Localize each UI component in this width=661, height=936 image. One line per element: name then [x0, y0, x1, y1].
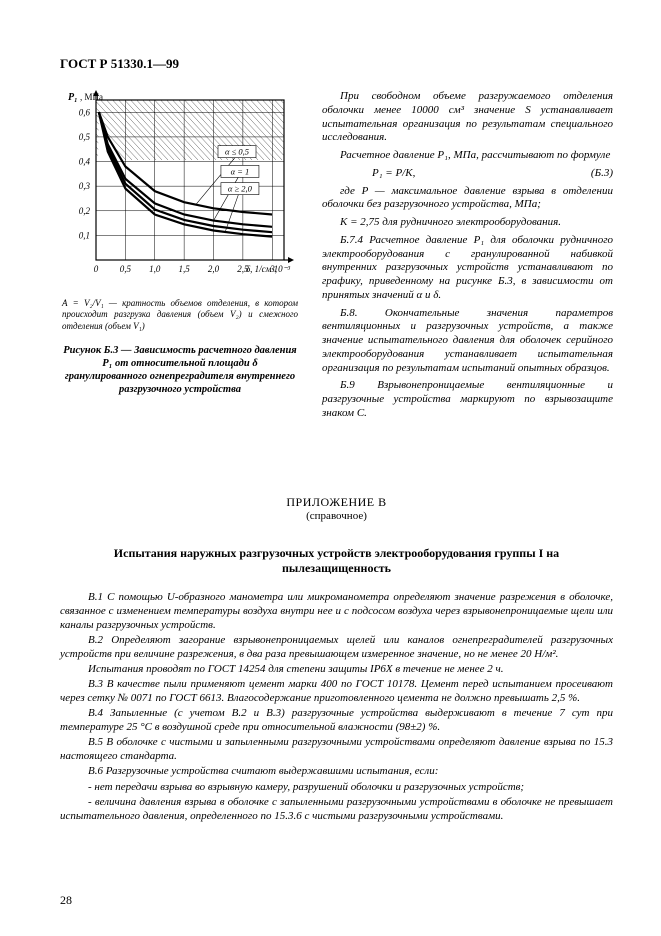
appendix-heading: ПРИЛОЖЕНИЕ В (справочное): [60, 495, 613, 522]
paragraph: В.1 С помощью U-образного манометра или …: [60, 590, 613, 632]
paragraph: В.3 В качестве пыли применяют цемент мар…: [60, 677, 613, 705]
paragraph: В.4 Запыленные (с учетом В.2 и В.3) разг…: [60, 706, 613, 734]
section-title: Испытания наружных разгрузочных устройст…: [60, 546, 613, 576]
paragraph: Испытания проводят по ГОСТ 14254 для сте…: [60, 662, 613, 676]
svg-text:α ≤ 0,5: α ≤ 0,5: [225, 147, 249, 157]
svg-text:δ, 1/см·10⁻³: δ, 1/см·10⁻³: [246, 264, 290, 274]
left-column: 0,10,20,30,40,50,600,51,01,52,02,53,P₁, …: [60, 90, 300, 425]
page-number: 28: [60, 893, 72, 908]
body-text: В.1 С помощью U-образного манометра или …: [60, 590, 613, 823]
svg-text:0: 0: [94, 264, 99, 274]
doc-header: ГОСТ Р 51330.1—99: [60, 56, 613, 72]
svg-text:0,3: 0,3: [79, 181, 91, 191]
paragraph: Б.7.4 Расчетное давление P₁ для оболочки…: [322, 234, 613, 303]
right-column: При свободном объеме разгружаемого отдел…: [322, 90, 613, 425]
svg-text:1,5: 1,5: [179, 264, 191, 274]
paragraph: В.2 Определяют загорание взрывонепроница…: [60, 633, 613, 661]
svg-text:0,5: 0,5: [120, 264, 132, 274]
svg-text:P₁: P₁: [68, 92, 78, 103]
paragraph: При свободном объеме разгружаемого отдел…: [322, 90, 613, 145]
svg-text:α = 1: α = 1: [231, 166, 250, 176]
paragraph: K = 2,75 для рудничного электрооборудова…: [322, 216, 613, 230]
svg-text:0,4: 0,4: [79, 157, 91, 167]
svg-text:0,2: 0,2: [79, 206, 91, 216]
paragraph: Расчетное давление P₁, МПа, рассчитывают…: [322, 149, 613, 163]
paragraph: Б.8. Окончательные значения параметров в…: [322, 307, 613, 376]
svg-text:α ≥ 2,0: α ≥ 2,0: [228, 184, 253, 194]
formula: P₁ = P/K, (Б.3): [322, 167, 613, 181]
figure-title: Рисунок Б.3 — Зависимость расчетного дав…: [60, 344, 300, 397]
svg-text:2,0: 2,0: [208, 264, 220, 274]
paragraph: В.5 В оболочке с чистыми и запыленными р…: [60, 735, 613, 763]
chart-b3: 0,10,20,30,40,50,600,51,01,52,02,53,P₁, …: [60, 90, 300, 290]
svg-text:0,1: 0,1: [79, 230, 90, 240]
paragraph: - величина давления взрыва в оболочке с …: [60, 795, 613, 823]
svg-text:, МПа: , МПа: [80, 92, 103, 102]
paragraph: - нет передачи взрыва во взрывную камеру…: [60, 780, 613, 794]
chart-subcaption: А = V₂/V₁ — кратность объемов отделения,…: [60, 298, 300, 332]
svg-text:0,6: 0,6: [79, 107, 91, 117]
svg-text:1,0: 1,0: [149, 264, 161, 274]
svg-text:0,5: 0,5: [79, 132, 91, 142]
paragraph: В.6 Разгрузочные устройства считают выде…: [60, 764, 613, 778]
paragraph: Б.9 Взрывонепроницаемые вентиляционные и…: [322, 379, 613, 420]
paragraph: где P — максимальное давление взрыва в о…: [322, 185, 613, 213]
